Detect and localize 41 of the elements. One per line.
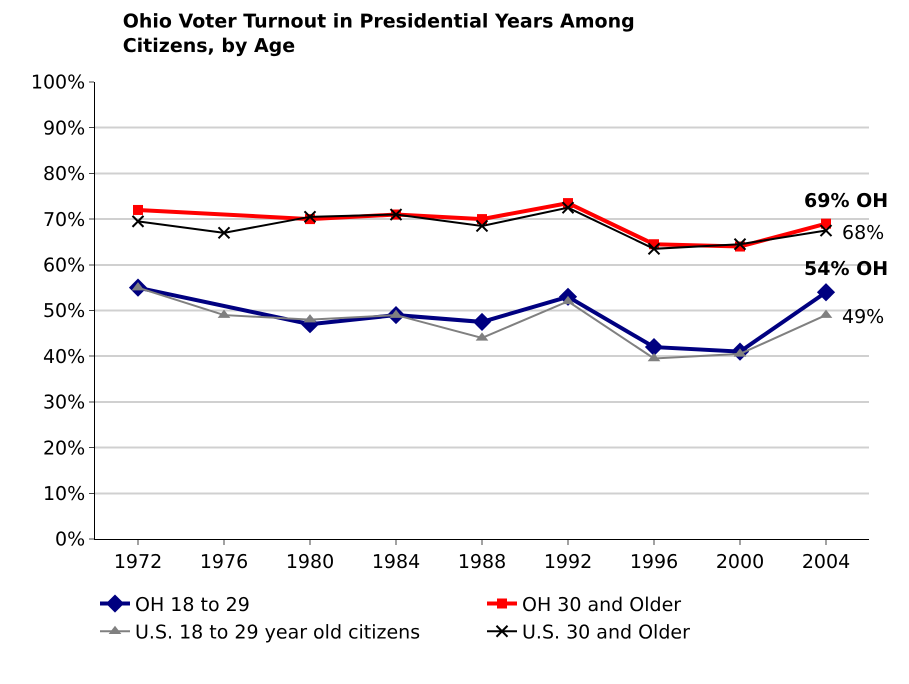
- point: [644, 338, 664, 356]
- y-tick-label: 100%: [30, 72, 86, 94]
- point: [562, 201, 574, 214]
- point: [816, 283, 836, 302]
- y-tick-label: 90%: [42, 117, 86, 140]
- chart-title: Ohio Voter Turnout in Presidential Years Among Citizens, by Age: [122, 10, 635, 58]
- point: [476, 219, 488, 232]
- y-tick-label: 70%: [42, 208, 86, 231]
- x-tick-label: 1984: [372, 550, 420, 573]
- point: [218, 226, 230, 240]
- x-tick-label: 1992: [544, 550, 592, 573]
- point: [132, 214, 144, 228]
- y-tick-label: 30%: [42, 392, 86, 414]
- y-tick-label: 10%: [42, 482, 86, 505]
- annotation: 49%: [842, 306, 884, 328]
- point: [472, 312, 492, 332]
- y-tick-label: 0%: [55, 528, 86, 551]
- legend-label: U.S. 30 and Older: [522, 622, 690, 644]
- y-tick-label: 20%: [42, 437, 86, 460]
- legend-label: OH 18 to 29: [135, 594, 250, 616]
- x-tick-label: 1980: [286, 550, 334, 573]
- annotation: 69% OH: [804, 190, 888, 212]
- y-tick-label: 80%: [42, 163, 86, 186]
- legend-label: OH 30 and Older: [522, 594, 682, 616]
- y-tick-label: 50%: [42, 300, 86, 322]
- x-tick-label: 1972: [114, 550, 162, 573]
- annotation: 68%: [842, 222, 884, 244]
- point: [648, 242, 660, 256]
- x-tick-label: 1996: [630, 550, 678, 573]
- legend-label: U.S. 18 to 29 year old citizens: [135, 622, 420, 644]
- x-tick-label: 2004: [802, 550, 850, 573]
- x-tick-label: 2000: [716, 550, 764, 573]
- point: [734, 238, 746, 251]
- point: [820, 224, 832, 238]
- x-tick-label: 1988: [458, 550, 506, 573]
- y-tick-label: 60%: [42, 254, 86, 276]
- x-tick-label: 1976: [200, 550, 248, 573]
- point: [133, 204, 143, 215]
- y-tick-label: 40%: [42, 346, 86, 368]
- annotation: 54% OH: [804, 258, 888, 280]
- point: [304, 210, 316, 224]
